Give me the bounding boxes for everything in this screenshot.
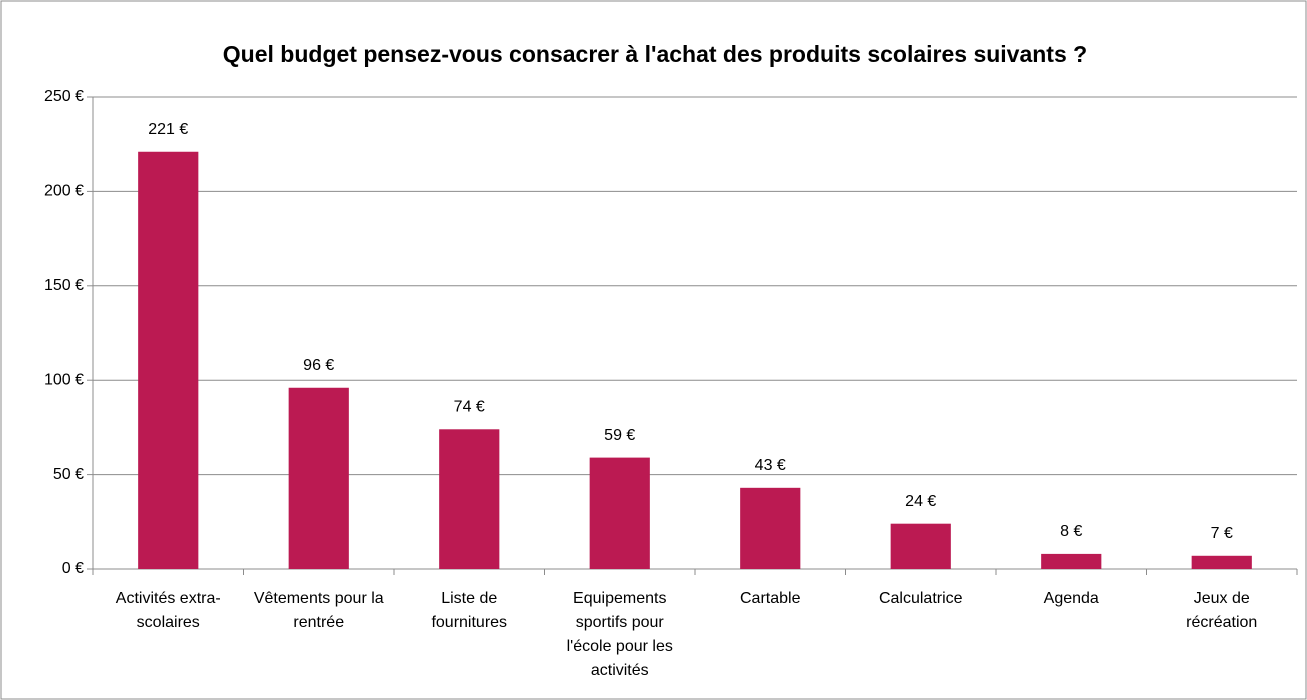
- x-tick-label-line: Vêtements pour la: [254, 590, 384, 607]
- x-tick-label-line: Calculatrice: [879, 590, 963, 607]
- y-tick-label: 250 €: [44, 88, 84, 105]
- value-label: 74 €: [454, 399, 485, 416]
- x-tick-label: Agenda: [1044, 590, 1099, 607]
- value-label: 24 €: [905, 493, 936, 510]
- x-tick-label-line: Jeux de: [1194, 590, 1250, 607]
- y-tick-label: 150 €: [44, 277, 84, 294]
- x-tick-label-line: récréation: [1186, 614, 1257, 631]
- x-tick-label-line: Liste de: [441, 590, 497, 607]
- bar: [288, 387, 349, 569]
- x-tick-label-line: scolaires: [137, 614, 200, 631]
- bar: [1191, 555, 1252, 569]
- y-tick-label: 50 €: [53, 466, 84, 483]
- value-label: 221 €: [148, 121, 188, 138]
- x-tick-label: Activités extra-scolaires: [116, 590, 221, 631]
- x-tick-label-line: activités: [591, 662, 649, 679]
- value-label: 8 €: [1060, 523, 1082, 540]
- x-tick-label: Cartable: [740, 590, 801, 607]
- x-tick-label-line: Agenda: [1044, 590, 1099, 607]
- chart-title: Quel budget pensez-vous consacrer à l'ac…: [223, 41, 1087, 67]
- bar: [890, 523, 951, 569]
- x-tick-label-line: Cartable: [740, 590, 801, 607]
- y-tick-label: 100 €: [44, 371, 84, 388]
- value-label: 7 €: [1211, 525, 1233, 542]
- bar: [740, 487, 801, 569]
- x-tick-label: Vêtements pour la rentrée: [254, 590, 384, 631]
- x-tick-label: Liste de fournitures: [431, 590, 507, 631]
- bar: [138, 151, 199, 569]
- value-label: 59 €: [604, 427, 635, 444]
- bar: [439, 429, 500, 569]
- x-tick-label-line: Activités extra-: [116, 590, 221, 607]
- x-tick-label-line: sportifs pour: [576, 614, 665, 631]
- x-tick-label: Jeux de récréation: [1186, 590, 1257, 631]
- bar: [1041, 553, 1102, 569]
- value-label: 43 €: [755, 457, 786, 474]
- x-tick-label-line: fournitures: [431, 614, 507, 631]
- x-tick-label: Equipements sportifs pour l'école pour les…: [567, 590, 673, 679]
- x-tick-label: Calculatrice: [879, 590, 963, 607]
- bar: [589, 457, 650, 569]
- x-tick-label-line: l'école pour les: [567, 638, 673, 655]
- x-tick-label-line: Equipements: [573, 590, 666, 607]
- y-tick-label: 200 €: [44, 183, 84, 200]
- x-tick-label-line: rentrée: [293, 614, 344, 631]
- value-label: 96 €: [303, 357, 334, 374]
- y-tick-label: 0 €: [62, 560, 84, 577]
